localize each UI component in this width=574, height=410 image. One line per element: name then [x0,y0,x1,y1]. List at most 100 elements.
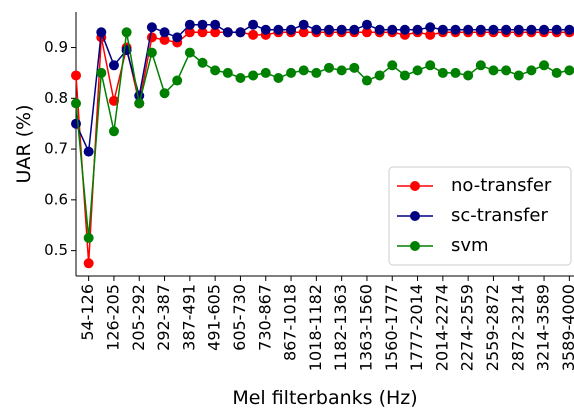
point [298,19,309,30]
x-tick-label: 3589-4000 [559,284,574,371]
point [184,47,195,58]
point [159,27,170,38]
point [172,32,183,43]
point [172,75,183,86]
x-tick-label: 1018-1182 [306,284,325,371]
point [71,70,81,81]
point [311,24,322,35]
y-tick-label: 0.9 [44,38,68,56]
legend-marker [410,211,420,221]
point [146,47,157,58]
point [235,27,246,38]
y-axis-label: UAR (%) [13,104,35,183]
point [450,24,461,35]
point [488,24,499,35]
x-tick-label: 605-730 [230,284,249,351]
point [197,57,208,68]
x-tick-label: 2274-2559 [458,284,477,371]
point [463,24,474,35]
point [564,24,574,35]
point [501,24,512,35]
point [513,70,524,81]
x-tick-label: 387-491 [179,284,198,351]
legend-box [388,166,572,266]
point [96,27,107,38]
point [361,27,372,38]
point [260,67,271,78]
point [361,75,372,86]
point [437,24,448,35]
point [349,62,360,73]
point [336,65,347,76]
point [222,67,233,78]
point [286,24,297,35]
series-line [75,23,570,155]
point [551,67,562,78]
point [387,24,398,35]
point [425,60,436,71]
x-tick-label: 2014-2274 [432,284,451,371]
series-line [75,31,570,264]
legend-marker [410,181,420,191]
point [361,19,372,30]
point [526,65,537,76]
point [273,24,284,35]
point [210,65,221,76]
point [197,19,208,30]
point [336,24,347,35]
x-tick-label: 126-205 [103,284,122,351]
x-tick-label: 2872-3214 [508,284,527,371]
point [248,29,259,40]
point [146,22,157,33]
point [412,65,423,76]
x-tick-label: 3214-3589 [534,284,553,371]
point [210,27,221,38]
point [324,62,334,73]
point [71,118,81,129]
point [513,24,524,35]
series-line [75,32,570,238]
point [324,24,334,35]
point [311,67,322,78]
legend-marker [410,241,420,251]
y-tick-label: 0.7 [44,140,68,158]
point [564,65,574,76]
point [273,73,284,83]
point [108,60,119,71]
point [298,27,309,38]
point [475,24,486,35]
point [399,70,410,81]
point [298,65,309,76]
point [425,29,436,40]
point [539,60,550,71]
x-tick-label: 205-292 [129,284,148,351]
x-tick-label: 1560-1777 [382,284,401,371]
point [260,24,271,35]
y-tick-label: 0.8 [44,89,68,107]
y-tick-label: 0.5 [44,241,68,259]
legend-label: svm [451,235,489,256]
point [159,34,170,45]
point [83,258,94,269]
point [222,27,233,38]
point [235,73,246,83]
point [501,65,512,76]
point [210,19,221,30]
point [463,70,474,81]
x-tick-label: 1182-1363 [331,284,350,371]
point [374,70,385,81]
point [286,67,297,78]
x-tick-label: 491-605 [205,284,224,351]
point [71,98,81,109]
point [425,22,436,33]
point [349,24,360,35]
x-tick-label: 730-867 [255,284,274,351]
point [146,32,157,43]
point [399,24,410,35]
point [134,98,145,109]
x-tick-label: 54-126 [78,284,97,341]
point [526,24,537,35]
point [475,60,486,71]
point [539,24,550,35]
point [197,27,208,38]
